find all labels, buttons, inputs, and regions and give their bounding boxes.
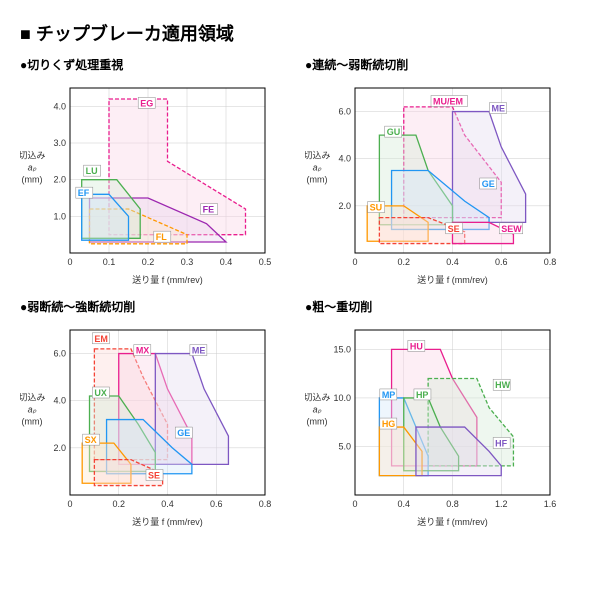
chart-title: ●連続～弱断続切削 xyxy=(305,56,580,73)
x-tick: 0 xyxy=(352,499,357,509)
region-label: FE xyxy=(203,205,215,215)
x-tick: 0.2 xyxy=(142,257,155,267)
chart-grid: ●切りくず処理重視 EG FE FL LU EF 0 0.1 0.2 0.3 0.4 0.5 1.0 2.… xyxy=(20,56,580,530)
y-tick: 6.0 xyxy=(53,349,66,359)
chart-cell: ●連続～弱断続切削 MU/EM ME GU GE SU SE SEW 0 0.2 0.4 0.6 0.8… xyxy=(305,56,580,288)
y-axis-label: aₚ xyxy=(313,163,322,173)
region-label: ME xyxy=(192,346,206,356)
y-axis-label: 切込み xyxy=(305,393,331,403)
y-axis-label: aₚ xyxy=(28,405,37,415)
chart-svg: EG FE FL LU EF 0 0.1 0.2 0.3 0.4 0.5 1.0 2.0 3.0 4.0 送り… xyxy=(20,78,280,288)
y-axis-label: (mm) xyxy=(22,175,43,185)
main-title: ■ チップブレーカ適用領域 xyxy=(20,20,580,46)
y-axis-label: (mm) xyxy=(22,417,43,427)
chart-svg: HU HW MP HP HG HF 0 0.4 0.8 1.2 1.6 5.0 10.0 15.0 送り量 … xyxy=(305,320,565,530)
y-axis-label: 切込み xyxy=(20,393,46,403)
region-label: HF xyxy=(495,438,507,448)
region-label: SEW xyxy=(501,224,522,234)
x-tick: 0.5 xyxy=(259,257,272,267)
x-tick: 0.6 xyxy=(210,499,223,509)
chart-svg: EM MX ME UX GE SX SE 0 0.2 0.4 0.6 0.8 2.0 4.0 6.0 送り量 … xyxy=(20,320,280,530)
region-label: HG xyxy=(382,419,396,429)
x-tick: 1.2 xyxy=(495,499,508,509)
x-tick: 0.6 xyxy=(495,257,508,267)
y-tick: 5.0 xyxy=(338,441,351,451)
y-axis-label: (mm) xyxy=(307,175,328,185)
y-axis-label: aₚ xyxy=(313,405,322,415)
x-axis-label: 送り量 f (mm/rev) xyxy=(132,516,203,527)
x-tick: 1.6 xyxy=(544,499,557,509)
y-tick: 10.0 xyxy=(333,393,351,403)
region-label: UX xyxy=(94,388,107,398)
x-tick: 0.4 xyxy=(161,499,174,509)
region-label: MP xyxy=(382,390,396,400)
chart-cell: ●切りくず処理重視 EG FE FL LU EF 0 0.1 0.2 0.3 0.4 0.5 1.0 2.… xyxy=(20,56,295,288)
chart-title: ●切りくず処理重視 xyxy=(20,56,295,73)
region-label: GE xyxy=(177,428,190,438)
chart-cell: ●粗～重切削 HU HW MP HP HG HF 0 0.4 0.8 1.2 1.6 5.0 10.0 15… xyxy=(305,298,580,530)
x-tick: 0.4 xyxy=(397,499,410,509)
region-label: SE xyxy=(448,224,460,234)
y-tick: 3.0 xyxy=(53,138,66,148)
x-tick: 0.8 xyxy=(544,257,557,267)
y-tick: 2.0 xyxy=(53,443,66,453)
y-tick: 15.0 xyxy=(333,344,351,354)
region-label: SX xyxy=(85,435,97,445)
y-axis-label: (mm) xyxy=(307,417,328,427)
x-tick: 0.1 xyxy=(103,257,116,267)
y-tick: 2.0 xyxy=(338,201,351,211)
region-label: ME xyxy=(492,104,506,114)
x-tick: 0.2 xyxy=(397,257,410,267)
y-tick: 4.0 xyxy=(53,101,66,111)
x-tick: 0.4 xyxy=(446,257,459,267)
y-axis-label: 切込み xyxy=(305,151,331,161)
x-tick: 0.4 xyxy=(220,257,233,267)
y-axis-label: aₚ xyxy=(28,163,37,173)
chart-title: ●弱断続～強断続切削 xyxy=(20,298,295,315)
y-tick: 1.0 xyxy=(53,211,66,221)
region-label: SE xyxy=(148,471,160,481)
x-tick: 0.2 xyxy=(112,499,125,509)
x-tick: 0 xyxy=(67,499,72,509)
chart-svg: MU/EM ME GU GE SU SE SEW 0 0.2 0.4 0.6 0.8 2.0 4.0 6.0… xyxy=(305,78,565,288)
region-label: GE xyxy=(482,179,495,189)
region-label: MU/EM xyxy=(433,97,463,107)
region-label: LU xyxy=(86,166,98,176)
y-tick: 4.0 xyxy=(338,154,351,164)
chart-title: ●粗～重切削 xyxy=(305,298,580,315)
region-label: FL xyxy=(156,232,167,242)
region-label: EF xyxy=(78,188,90,198)
x-tick: 0.8 xyxy=(446,499,459,509)
x-tick: 0.3 xyxy=(181,257,194,267)
x-axis-label: 送り量 f (mm/rev) xyxy=(417,274,488,285)
x-tick: 0.8 xyxy=(259,499,272,509)
y-axis-label: 切込み xyxy=(20,151,46,161)
region-label: MX xyxy=(136,346,150,356)
x-tick: 0 xyxy=(67,257,72,267)
region-label: HW xyxy=(495,380,510,390)
region-label: EM xyxy=(94,334,108,344)
region-label: GU xyxy=(387,127,401,137)
y-tick: 4.0 xyxy=(53,396,66,406)
region-label: HP xyxy=(416,390,429,400)
region-label: EG xyxy=(140,98,153,108)
region-label: HU xyxy=(410,341,423,351)
region-label: SU xyxy=(370,203,383,213)
x-axis-label: 送り量 f (mm/rev) xyxy=(417,516,488,527)
y-tick: 2.0 xyxy=(53,175,66,185)
y-tick: 6.0 xyxy=(338,107,351,117)
chart-cell: ●弱断続～強断続切削 EM MX ME UX GE SX SE 0 0.2 0.4 0.6 0.8 2.0… xyxy=(20,298,295,530)
x-axis-label: 送り量 f (mm/rev) xyxy=(132,274,203,285)
x-tick: 0 xyxy=(352,257,357,267)
